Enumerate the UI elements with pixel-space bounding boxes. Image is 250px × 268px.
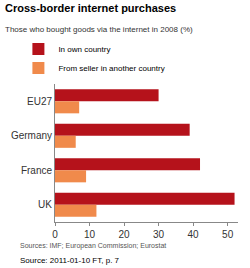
svg-text:Germany: Germany [11, 130, 52, 141]
svg-text:Cross-border internet purchase: Cross-border internet purchases [5, 2, 176, 14]
svg-text:50: 50 [222, 229, 234, 240]
svg-text:30: 30 [153, 229, 165, 240]
svg-text:20: 20 [118, 229, 130, 240]
svg-text:In own country: In own country [58, 45, 110, 54]
svg-text:40: 40 [188, 229, 200, 240]
svg-text:0: 0 [52, 229, 58, 240]
svg-text:From seller in another country: From seller in another country [58, 64, 164, 73]
svg-text:Source: 2011-01-10 FT, p. 7: Source: 2011-01-10 FT, p. 7 [20, 256, 120, 265]
svg-text:10: 10 [84, 229, 96, 240]
svg-text:Sources: IMF; European Commiss: Sources: IMF; European Commission; Euros… [20, 242, 166, 250]
svg-text:UK: UK [38, 199, 52, 210]
svg-text:Those who bought goods via the: Those who bought goods via the internet … [5, 25, 193, 34]
svg-text:EU27: EU27 [27, 96, 52, 107]
svg-text:France: France [21, 165, 53, 176]
